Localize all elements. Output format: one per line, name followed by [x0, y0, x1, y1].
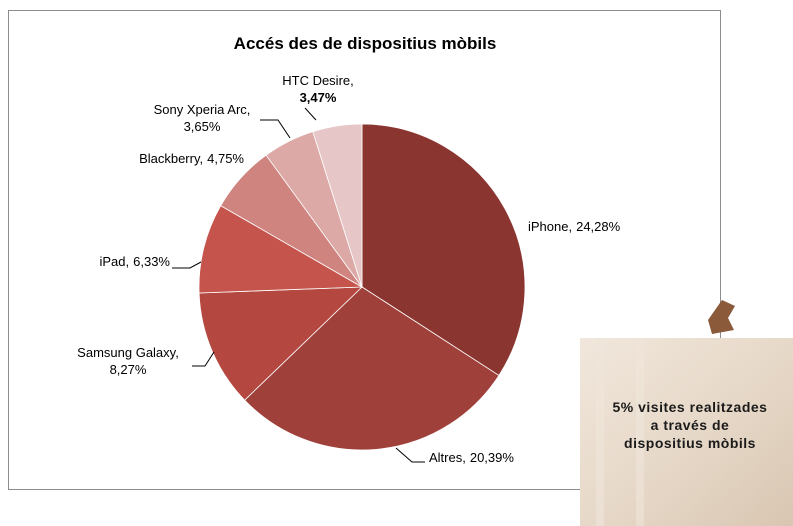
category-label: Blackberry,	[139, 151, 203, 166]
value-label: 4,75%	[207, 151, 244, 166]
category-label: Altres,	[429, 450, 466, 465]
pie	[199, 124, 525, 450]
value-label: 3,47%	[300, 90, 337, 105]
slice-label: iPad, 6,33%	[99, 254, 170, 269]
slice-label: Samsung Galaxy,	[77, 345, 179, 360]
value-label: 8,27%	[110, 362, 147, 377]
note-line: a través de	[651, 417, 730, 433]
value-label: 6,33%	[133, 254, 170, 269]
category-label: iPhone,	[528, 219, 572, 234]
chart: Accés des de dispositius mòbils iPhone, 2…	[0, 0, 793, 526]
page: Accés des de dispositius mòbils iPhone, 2…	[0, 0, 793, 526]
category-label: iPad,	[99, 254, 129, 269]
slice-label: HTC Desire,	[282, 73, 354, 88]
value-label: 24,28%	[576, 219, 621, 234]
chart-title: Accés des de dispositius mòbils	[234, 34, 497, 53]
value-label: 3,65%	[184, 119, 221, 134]
note-line: 5% visites realitzades	[613, 399, 768, 415]
value-label: 20,39%	[470, 450, 515, 465]
slice-label: Blackberry, 4,75%	[139, 151, 244, 166]
slice-label: Sony Xperia Arc,	[154, 102, 251, 117]
note-line: dispositius mòbils	[624, 435, 756, 451]
slice-label: Altres, 20,39%	[429, 450, 514, 465]
